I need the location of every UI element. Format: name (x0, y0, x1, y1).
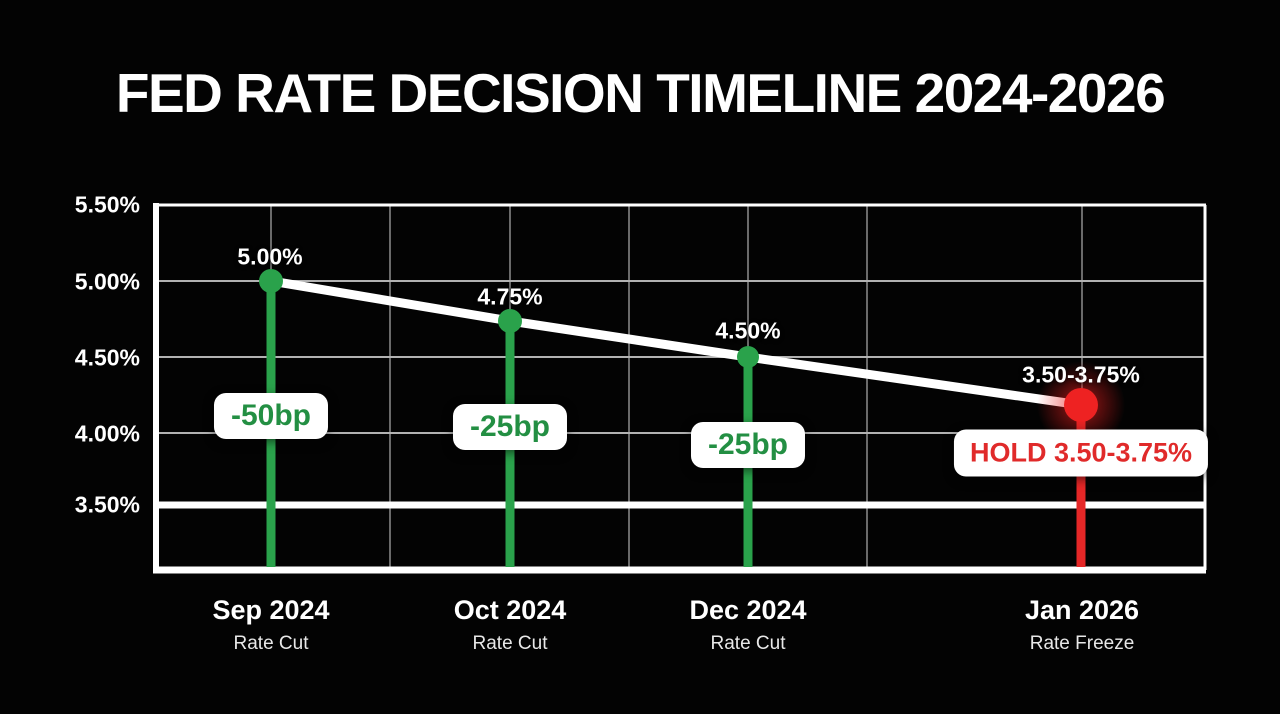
y-axis-tick-550: 5.50% (74, 191, 140, 218)
x-axis-month: Sep 2024 (212, 595, 330, 625)
rate-hold-point (1064, 388, 1098, 422)
y-axis-tick-350: 3.50% (74, 491, 140, 518)
y-axis-tick-500: 5.00% (74, 268, 140, 295)
x-axis-month: Dec 2024 (689, 595, 807, 625)
x-axis-decision-type: Rate Cut (472, 633, 548, 655)
y-axis-tick-450: 4.50% (74, 344, 140, 371)
x-axis-month: Jan 2026 (1024, 595, 1140, 625)
point-value-sep2024: 5.00% (237, 243, 303, 270)
y-axis-tick-400: 4.00% (74, 420, 140, 447)
x-axis-decision-type: Rate Freeze (1029, 633, 1135, 655)
x-axis-label-sep2024: Sep 2024 Rate Cut (212, 594, 329, 655)
decision-badge-dec2024: -25bp (690, 422, 806, 468)
chart-frame (153, 203, 1207, 574)
decision-badge-jan2026: HOLD 3.50-3.75% (953, 429, 1209, 477)
x-axis-decision-type: Rate Cut (710, 633, 786, 655)
decision-badge-sep2024: -50bp (213, 393, 329, 439)
point-value-dec2024: 4.50% (715, 317, 781, 344)
page-title: FED RATE DECISION TIMELINE 2024-2026 (115, 62, 1166, 124)
x-axis-month: Oct 2024 (453, 595, 567, 625)
x-axis-label-dec2024: Dec 2024 Rate Cut (689, 594, 806, 655)
x-axis-label-oct2024: Oct 2024 Rate Cut (454, 594, 567, 655)
point-value-jan2026: 3.50-3.75% (1022, 361, 1140, 388)
rate-cut-points (259, 269, 759, 368)
point-value-oct2024: 4.75% (477, 283, 543, 310)
x-axis-label-jan2026: Jan 2026 Rate Freeze (1025, 594, 1139, 655)
x-axis-decision-type: Rate Cut (233, 633, 309, 655)
rate-trend-line (266, 276, 1086, 410)
decision-badge-oct2024: -25bp (452, 404, 568, 450)
